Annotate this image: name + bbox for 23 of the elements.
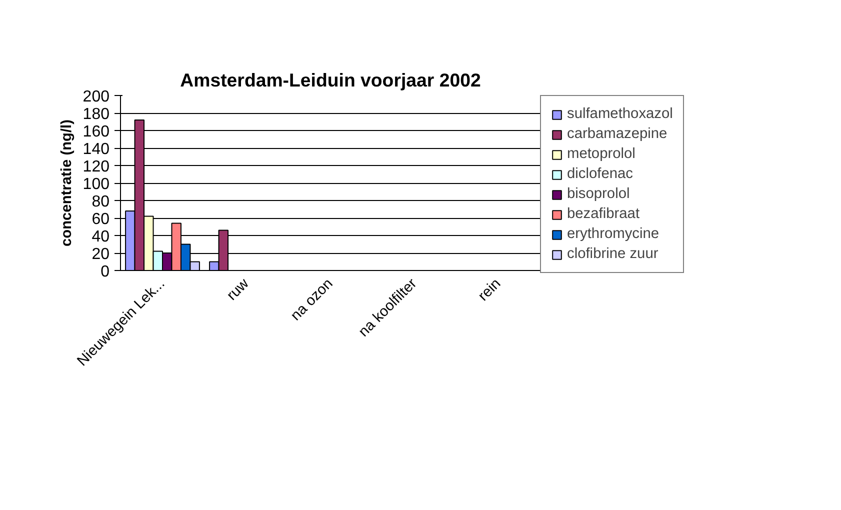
y-tick-label: 180 <box>82 106 110 123</box>
y-tick-label: 20 <box>92 246 110 263</box>
y-tick-label: 120 <box>82 158 110 176</box>
y-tick-label: 0 <box>100 264 110 280</box>
y-tick-label: 80 <box>92 194 110 210</box>
legend-label: erythromycine <box>567 226 660 242</box>
y-tick-label: 140 <box>82 141 110 158</box>
legend-label: bisoprolol <box>567 186 630 202</box>
legend-label: clofibrine zuur <box>567 246 658 262</box>
legend-label: diclofenac <box>567 166 633 182</box>
y-tick-label: 40 <box>92 228 110 246</box>
y-axis-title: concentratie (ng/l) <box>58 119 75 247</box>
legend-label: metoprolol <box>567 146 636 162</box>
legend-label: carbamazepine <box>567 126 668 142</box>
y-tick-label: 100 <box>82 176 110 193</box>
chart-title: Amsterdam-Leiduin voorjaar 2002 <box>180 70 481 90</box>
y-tick-label: 60 <box>92 211 110 228</box>
legend-label: bezafibraat <box>567 206 640 222</box>
x-tick-label: rein <box>476 276 504 304</box>
y-tick-label: 200 <box>82 88 110 106</box>
x-tick-label: ruw <box>224 276 252 304</box>
legend-label: sulfamethoxazol <box>567 106 673 122</box>
y-tick-label: 160 <box>82 124 110 140</box>
